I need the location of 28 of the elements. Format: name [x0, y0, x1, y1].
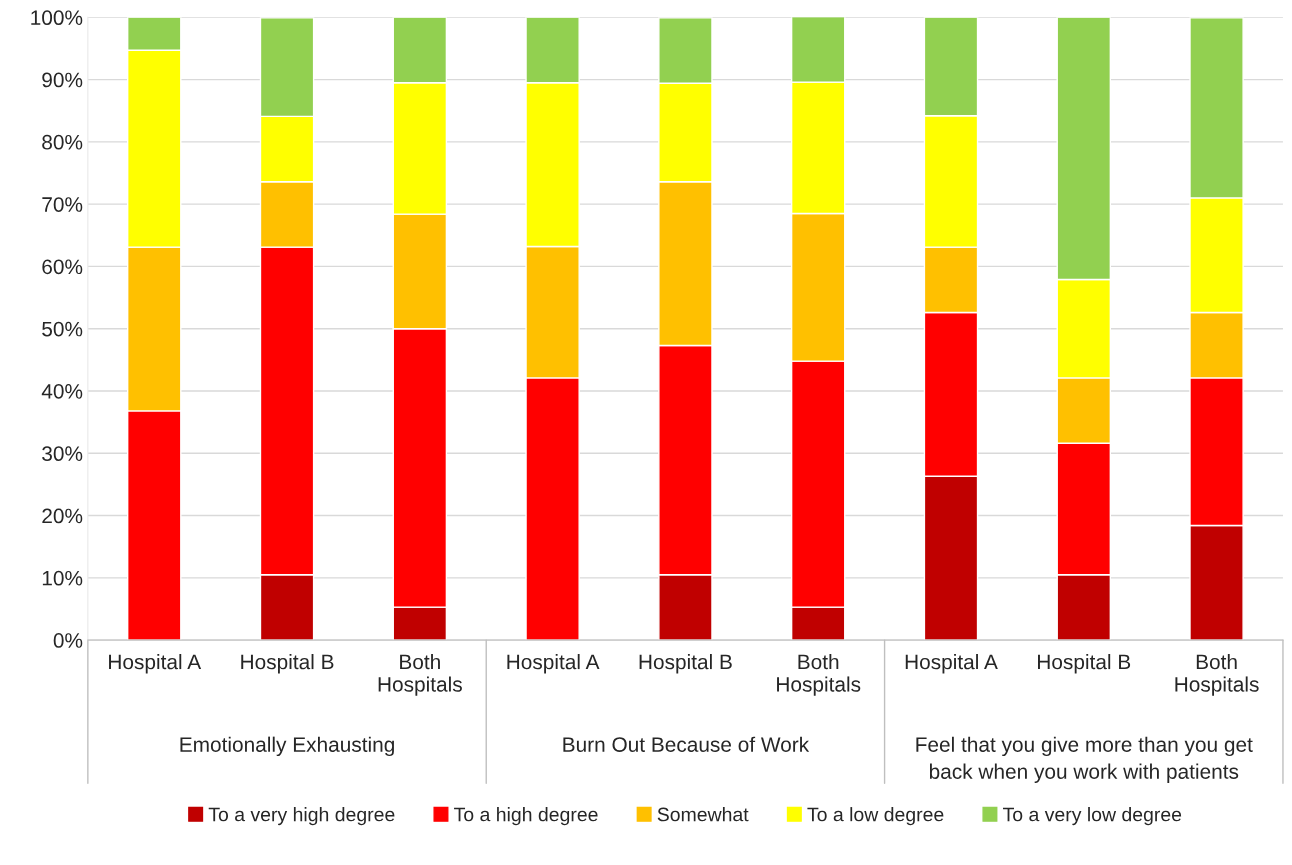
- x-tick-label: Both Hospitals: [777, 653, 861, 696]
- y-tick-label: 40%: [41, 383, 83, 399]
- legend-label: To a very high degree: [208, 807, 395, 826]
- legend-label: To a very low degree: [1003, 807, 1182, 826]
- x-tick-label: Hospital A: [507, 653, 600, 674]
- x-tick-label: Hospital B: [241, 653, 334, 674]
- legend-label: To a low degree: [807, 807, 944, 826]
- text: Feel that you give more than you get back when you work with patients: [916, 736, 1253, 784]
- x-tick-label: Hospital A: [109, 653, 202, 674]
- y-tick-label: 90%: [42, 72, 83, 88]
- x-tick-label: Hospital B: [639, 653, 732, 674]
- x-tick-label: Both Hospitals: [1175, 653, 1259, 696]
- y-tick-label: 10%: [42, 570, 83, 586]
- text: Emotionally Exhausting: [180, 736, 394, 757]
- x-tick-label: Both Hospitals: [378, 653, 462, 696]
- y-tick-label: 30%: [42, 446, 83, 462]
- y-tick-label: 20%: [42, 508, 83, 524]
- y-tick-label: 60%: [42, 259, 83, 275]
- y-tick-label: 50%: [42, 321, 83, 337]
- y-tick-label: 100%: [31, 10, 83, 26]
- y-tick-label: 80%: [42, 134, 83, 150]
- x-tick-label: Hospital A: [905, 653, 998, 674]
- x-tick-label: Hospital B: [1038, 653, 1131, 674]
- y-tick-label: 70%: [42, 197, 83, 212]
- y-tick-label: 0%: [53, 633, 83, 648]
- legend-label: Somewhat: [657, 807, 749, 822]
- text: Burn Out Because of Work: [563, 736, 810, 752]
- legend-label: To a high degree: [454, 807, 598, 826]
